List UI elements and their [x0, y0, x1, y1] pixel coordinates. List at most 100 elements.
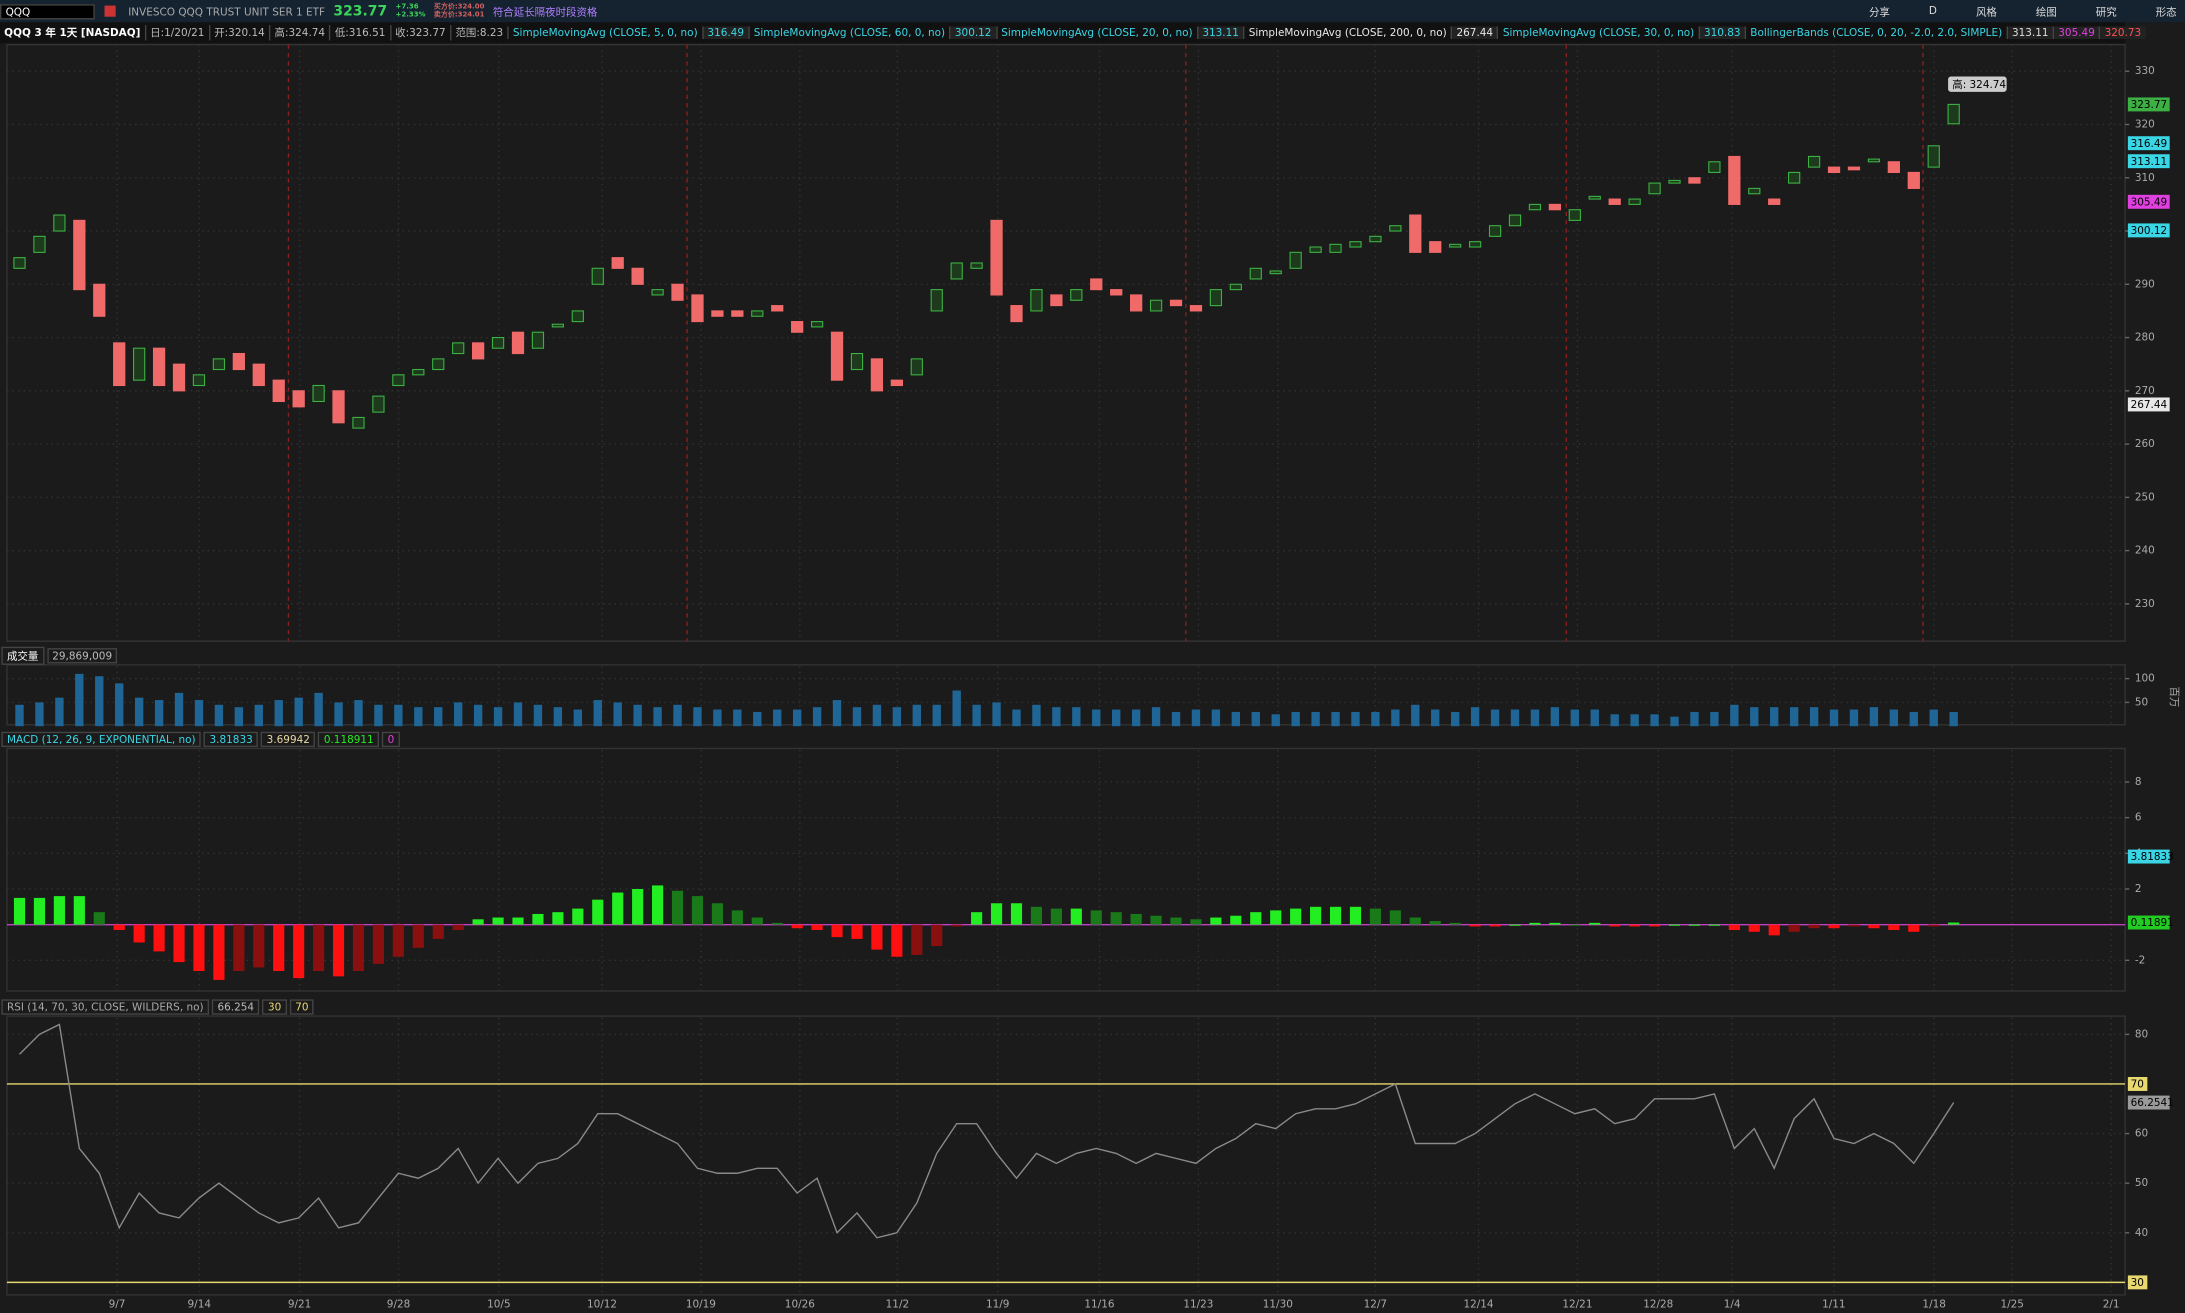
volume-bar — [194, 700, 204, 727]
candle-body — [1468, 241, 1482, 248]
candle-body — [332, 390, 345, 424]
candle-body — [671, 283, 684, 301]
macd-histogram-bar — [1190, 919, 1202, 925]
macd-histogram-bar — [951, 924, 963, 927]
volume-bar — [174, 692, 184, 727]
volume-bar — [753, 711, 762, 727]
candle-body — [172, 363, 186, 392]
ohlc-info: 开:320.14 — [208, 25, 269, 41]
macd-histogram-bar — [612, 892, 624, 925]
toolbar: QQQ INVESCO QQQ TRUST UNIT SER 1 ETF 323… — [0, 0, 2185, 23]
macd-histogram-bar — [572, 908, 584, 925]
macd-histogram-bar — [1868, 924, 1880, 929]
y-tick-label: 270 — [2135, 385, 2155, 397]
macd-histogram-bar — [313, 924, 325, 972]
volume-bar — [1590, 709, 1599, 727]
candle-body — [272, 379, 285, 403]
toolbar-button[interactable]: 研究 — [2095, 4, 2117, 18]
candle-body — [830, 331, 844, 381]
volume-bar — [673, 704, 682, 727]
candle-body — [731, 310, 744, 317]
macd-histogram-bar — [971, 912, 983, 925]
volume-bar — [693, 707, 702, 727]
volume-bar — [633, 704, 642, 727]
candle-body — [1768, 198, 1781, 205]
candle-body — [133, 347, 146, 381]
study-value: 310.83 — [1698, 26, 1745, 40]
volume-bar — [493, 707, 503, 727]
volume-bar — [932, 704, 941, 727]
x-tick-label: 1/18 — [1922, 1299, 1945, 1311]
x-tick-label: 9/7 — [109, 1299, 126, 1311]
macd-histogram-bar — [931, 924, 943, 947]
macd-histogram-bar — [831, 924, 843, 938]
bid: 买方价:324.00 — [433, 2, 485, 12]
volume-bar — [1112, 709, 1121, 727]
level-badge-label: 70 — [2131, 1079, 2144, 1091]
candle-body — [491, 337, 505, 349]
volume-bar — [1530, 709, 1540, 727]
toolbar-button[interactable]: 形态 — [2155, 4, 2177, 18]
macd-histogram-bar — [911, 924, 923, 955]
panel-header: RSI (14, 70, 30, CLOSE, WILDERS, no) 66.2… — [0, 997, 316, 1017]
volume-bar — [1929, 709, 1938, 727]
volume-bar — [1710, 711, 1719, 727]
y-tick-label: 40 — [2135, 1227, 2148, 1239]
volume-bar — [1750, 707, 1759, 727]
candle-body — [1409, 214, 1422, 253]
macd-histogram-bar — [1429, 921, 1441, 925]
volume-bar — [792, 709, 802, 727]
toolbar-button[interactable]: D — [1928, 3, 1937, 17]
price-badge — [2127, 223, 2170, 238]
macd-histogram-bar — [113, 924, 125, 930]
volume-bar — [434, 707, 443, 727]
level-badge-label: 30 — [2131, 1277, 2144, 1289]
macd-histogram-bar — [1908, 924, 1920, 932]
volume-bar — [713, 709, 722, 727]
macd-histogram-bar — [13, 897, 26, 925]
price-badge — [2127, 1095, 2170, 1110]
macd-histogram-bar — [372, 924, 384, 964]
ohlc-info: 日:1/20/21 — [144, 25, 209, 41]
volume-bar — [1311, 711, 1320, 727]
macd-histogram-bar — [851, 924, 863, 939]
panel-frame — [6, 664, 2126, 726]
toolbar-button[interactable]: 绘图 — [2035, 4, 2057, 18]
macd-histogram-bar — [1270, 910, 1282, 925]
y-tick-label: 320 — [2135, 118, 2155, 130]
volume-bar — [1431, 709, 1440, 727]
volume-bar — [274, 700, 283, 727]
candle-body — [1668, 179, 1681, 184]
candle-body — [1030, 289, 1043, 312]
y-tick-label: 250 — [2135, 491, 2155, 503]
candle-body — [93, 283, 106, 317]
price-badge — [2127, 97, 2170, 112]
macd-histogram-bar — [671, 890, 684, 925]
volume-bar — [1670, 716, 1679, 727]
volume-bar — [832, 700, 842, 727]
candle-body — [1309, 246, 1322, 253]
volume-bar — [1829, 709, 1839, 727]
candle-body — [1488, 225, 1502, 237]
candle-body — [452, 342, 465, 355]
symbol-title: QQQ 3 年 1天 [NASDAQ] — [4, 26, 141, 40]
candle-body — [252, 363, 265, 387]
volume-bar — [653, 707, 662, 727]
x-tick-label: 11/23 — [1183, 1299, 1213, 1311]
macd-histogram-bar — [133, 924, 145, 943]
toolbar-button[interactable]: 风格 — [1975, 4, 1997, 18]
candle-body — [392, 374, 405, 387]
candle-body — [591, 267, 604, 285]
macd-histogram-bar — [193, 924, 205, 972]
volume-bar — [1949, 711, 1958, 727]
macd-histogram-bar — [811, 924, 823, 930]
candle-body — [1648, 182, 1661, 195]
symbol-input[interactable]: QQQ — [0, 3, 95, 19]
x-tick-label: 9/28 — [387, 1299, 410, 1311]
ask: 卖方价:324.01 — [433, 11, 485, 20]
macd-histogram-bar — [1010, 903, 1023, 925]
x-tick-label: 10/19 — [686, 1299, 716, 1311]
toolbar-button[interactable]: 分享 — [1868, 4, 1890, 18]
y-tick-label: 330 — [2135, 65, 2155, 77]
